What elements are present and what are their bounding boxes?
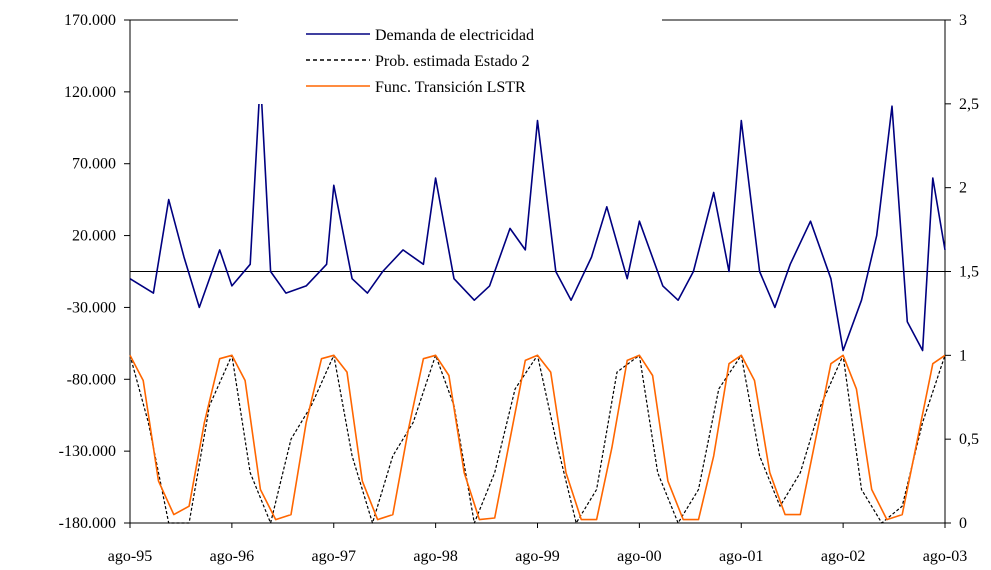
x-axis: ago-95 ago-96 ago-97 ago-98 ago-99 ago-00 ago-… bbox=[108, 523, 967, 565]
x-tick-label: ago-02 bbox=[821, 548, 865, 565]
series-group bbox=[129, 76, 946, 524]
series-line-1 bbox=[129, 354, 946, 524]
left-tick-label: 120.000 bbox=[64, 84, 116, 101]
x-tick-label: ago-03 bbox=[923, 548, 967, 565]
legend-label-lstr: Func. Transición LSTR bbox=[375, 79, 526, 96]
series-line-2 bbox=[129, 354, 946, 521]
right-tick-label: 3 bbox=[959, 12, 967, 29]
left-axis: 170.000 120.000 70.000 20.000 -30.000 -80.000… bbox=[59, 12, 130, 532]
left-tick-label: -130.000 bbox=[59, 443, 116, 460]
right-tick-label: 1 bbox=[959, 347, 967, 364]
x-tick-label: ago-95 bbox=[108, 548, 152, 565]
x-tick-label: ago-99 bbox=[515, 548, 559, 565]
left-tick-label: 70.000 bbox=[72, 156, 116, 173]
left-tick-label: -80.000 bbox=[67, 371, 116, 388]
right-tick-label: 2,5 bbox=[959, 96, 979, 113]
right-tick-label: 0 bbox=[959, 515, 967, 532]
legend-background bbox=[238, 8, 662, 104]
right-tick-label: 1,5 bbox=[959, 264, 979, 281]
x-tick-label: ago-00 bbox=[617, 548, 661, 565]
legend-entry-prob: Prob. estimada Estado 2 bbox=[306, 53, 530, 70]
legend-label-demanda: Demanda de electricidad bbox=[375, 27, 534, 44]
x-tick-label: ago-97 bbox=[312, 548, 356, 565]
legend: Demanda de electricidad Prob. estimada E… bbox=[238, 8, 662, 104]
right-axis: 3 2,5 2 1,5 1 0,5 0 bbox=[945, 12, 979, 532]
left-tick-label: 20.000 bbox=[72, 228, 116, 245]
x-tick-label: ago-01 bbox=[719, 548, 763, 565]
legend-label-prob: Prob. estimada Estado 2 bbox=[375, 53, 530, 70]
left-tick-label: 170.000 bbox=[64, 12, 116, 29]
x-tick-label: ago-96 bbox=[210, 548, 254, 565]
legend-entry-lstr: Func. Transición LSTR bbox=[306, 79, 526, 96]
right-tick-label: 0,5 bbox=[959, 431, 979, 448]
series-line-0 bbox=[129, 76, 946, 352]
x-tick-label: ago-98 bbox=[413, 548, 457, 565]
left-tick-label: -30.000 bbox=[67, 299, 116, 316]
left-tick-label: -180.000 bbox=[59, 515, 116, 532]
legend-entry-demanda: Demanda de electricidad bbox=[306, 27, 534, 44]
right-tick-label: 2 bbox=[959, 180, 967, 197]
